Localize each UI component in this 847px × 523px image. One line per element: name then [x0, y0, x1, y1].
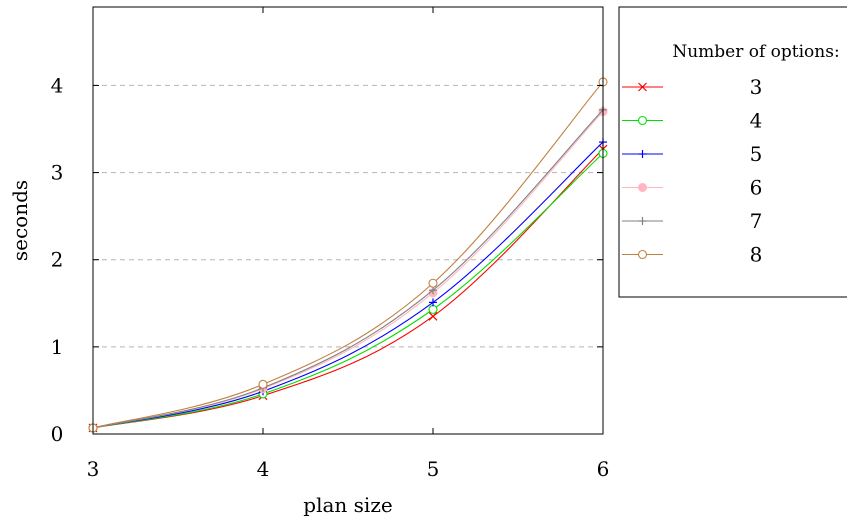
y-tick-label-4: 4: [51, 73, 64, 97]
y-tick-label-1: 1: [51, 335, 64, 359]
series-line-8: [92, 81, 604, 429]
series-3: [88, 144, 608, 433]
point-8-x4: [258, 379, 268, 389]
x-tick-label-5: 5: [427, 457, 440, 481]
series-line-4: [92, 152, 604, 429]
legend-item-7: 7: [622, 209, 762, 233]
legend-swatch-marker-6: [638, 183, 647, 192]
y-axis-title: seconds: [8, 180, 32, 261]
legend-item-4: 4: [622, 109, 762, 133]
legend-swatch-marker-8: [637, 249, 648, 260]
series-8: [88, 77, 608, 433]
legend-label-4: 4: [750, 109, 763, 133]
y-tick-label-0: 0: [51, 422, 64, 446]
legend-items: 3 4 5 6 7 8: [622, 75, 762, 267]
gridlines: [93, 84, 603, 348]
series-line-7: [92, 109, 604, 429]
point-3-x5-stroke-b: [428, 311, 438, 321]
point-3-x5: [428, 311, 438, 321]
plot-area-frame: [92, 6, 604, 435]
legend-swatch-marker-3: [638, 82, 647, 92]
legend-label-3: 3: [750, 75, 763, 99]
legend-swatch-marker-4: [637, 115, 648, 126]
axis-ticks: 3 4 5 6 0 1 2 3 4: [51, 7, 610, 481]
series-5: [89, 138, 607, 432]
legend-frame: [618, 6, 847, 298]
x-axis-title: plan size: [303, 493, 392, 517]
legend-swatch-marker-7: [638, 217, 647, 225]
legend-item-5: 5: [622, 142, 762, 166]
series-4: [88, 148, 608, 433]
point-5-x5: [429, 298, 437, 307]
legend-label-6: 6: [750, 176, 763, 200]
legend-item-8: 8: [622, 243, 762, 267]
legend-label-7: 7: [750, 209, 763, 233]
series-lines: [88, 77, 608, 433]
legend-item-3: 3: [622, 75, 762, 99]
x-tick-label-3: 3: [87, 457, 100, 481]
series-line-5: [92, 141, 604, 429]
x-tick-label-6: 6: [597, 457, 610, 481]
legend-title: Number of options:: [672, 42, 839, 62]
point-4-x5: [428, 304, 438, 314]
series-6: [88, 107, 608, 433]
series-7: [89, 105, 607, 432]
point-8-x5: [428, 278, 438, 288]
legend-label-8: 8: [750, 243, 763, 267]
legend: Number of options: 3 4 5 6 7 8: [618, 6, 847, 298]
legend-label-5: 5: [750, 142, 763, 166]
legend-swatch-marker-3-stroke-b: [638, 82, 647, 92]
y-tick-label-3: 3: [51, 161, 64, 185]
x-tick-label-4: 4: [257, 457, 270, 481]
series-line-6: [92, 111, 604, 429]
legend-item-6: 6: [622, 176, 762, 200]
series-line-3: [92, 148, 604, 429]
legend-swatch-marker-5: [638, 150, 647, 158]
y-tick-label-2: 2: [51, 248, 64, 272]
